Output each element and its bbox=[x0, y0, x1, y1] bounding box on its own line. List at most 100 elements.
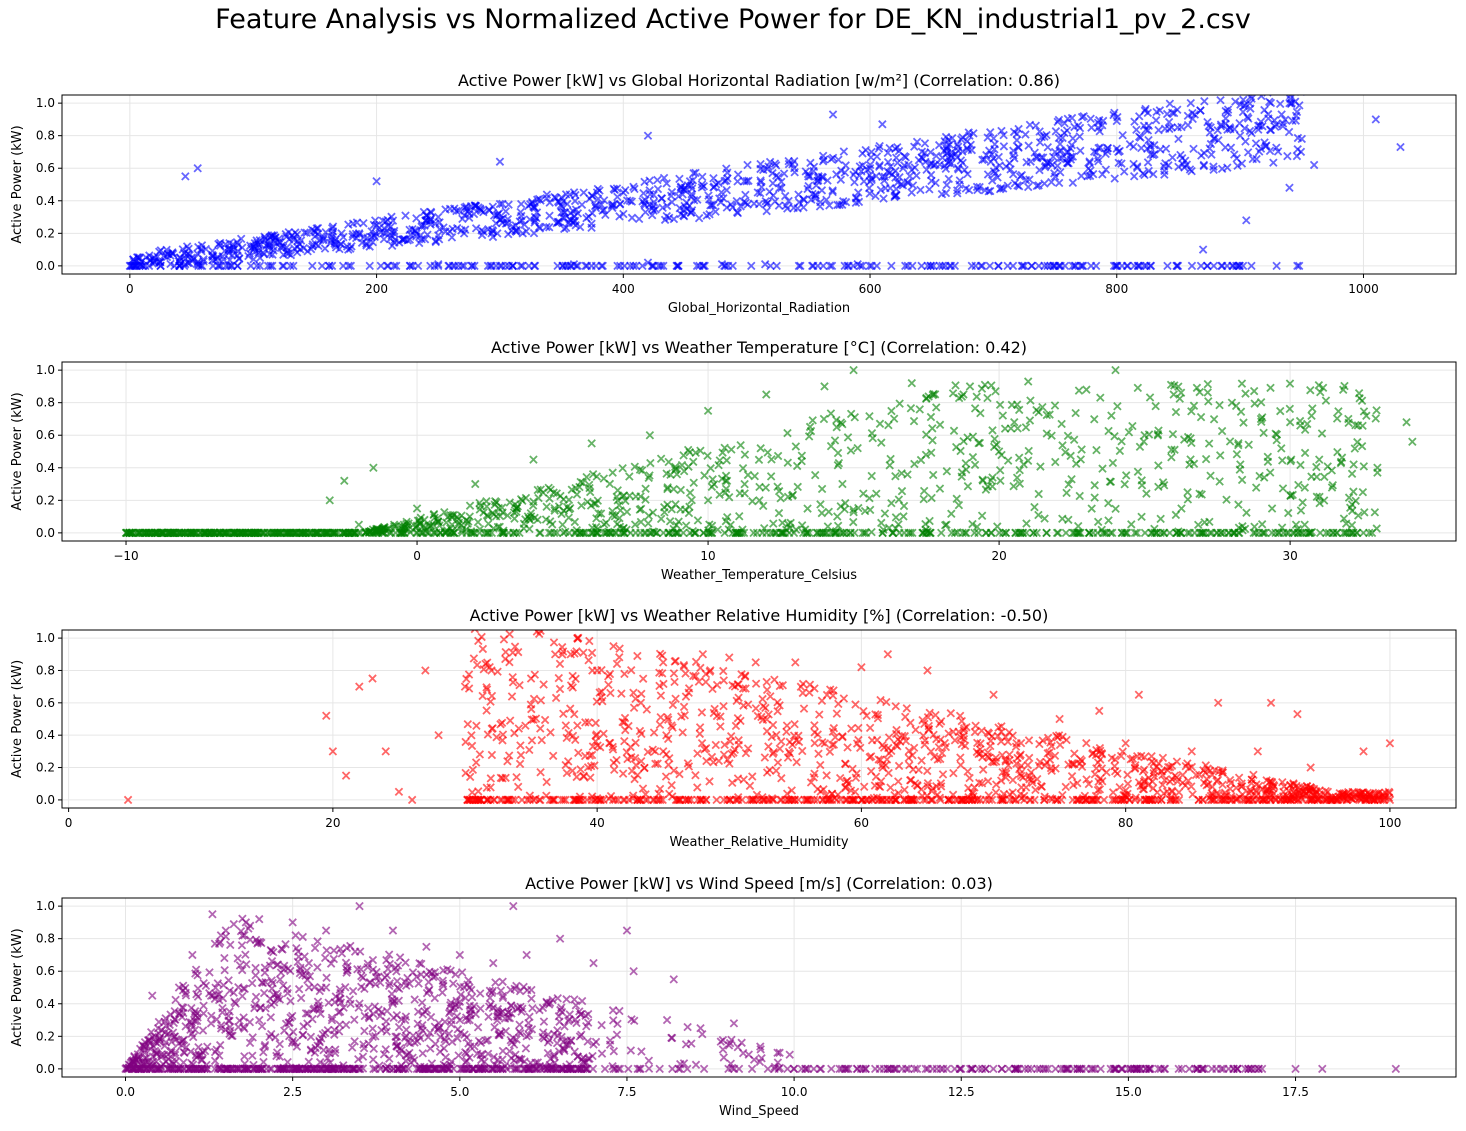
point bbox=[1234, 440, 1243, 450]
point bbox=[515, 759, 525, 769]
point bbox=[637, 689, 646, 699]
point bbox=[982, 150, 991, 160]
point bbox=[570, 196, 580, 206]
point bbox=[899, 512, 908, 521]
point bbox=[917, 785, 926, 794]
point bbox=[1153, 431, 1163, 440]
point bbox=[1196, 261, 1206, 271]
point bbox=[341, 1020, 351, 1030]
point bbox=[1206, 123, 1215, 132]
point bbox=[936, 779, 946, 788]
point bbox=[587, 648, 597, 658]
point bbox=[1216, 95, 1225, 105]
point bbox=[1097, 525, 1106, 535]
point bbox=[1314, 380, 1324, 390]
point bbox=[762, 715, 772, 724]
point bbox=[936, 782, 946, 791]
point bbox=[1119, 167, 1129, 176]
point bbox=[760, 753, 770, 762]
point bbox=[597, 261, 606, 271]
point bbox=[986, 476, 996, 485]
point bbox=[1306, 763, 1315, 772]
point bbox=[1347, 469, 1357, 479]
point bbox=[171, 995, 180, 1005]
point bbox=[935, 484, 945, 493]
point bbox=[698, 172, 707, 182]
point bbox=[1015, 528, 1025, 538]
point bbox=[853, 259, 862, 269]
point bbox=[1149, 758, 1159, 768]
point bbox=[1012, 473, 1022, 483]
y-tick-label: 0.8 bbox=[36, 663, 55, 677]
point bbox=[1012, 738, 1021, 748]
point bbox=[891, 740, 901, 750]
point bbox=[691, 168, 700, 178]
point bbox=[536, 724, 545, 733]
point bbox=[645, 471, 654, 480]
point bbox=[1238, 261, 1248, 271]
point bbox=[743, 744, 753, 753]
point bbox=[850, 787, 860, 797]
point bbox=[590, 201, 600, 211]
point bbox=[1063, 114, 1073, 124]
point bbox=[1243, 795, 1252, 805]
point bbox=[779, 169, 789, 178]
point bbox=[952, 494, 961, 504]
point bbox=[762, 390, 771, 399]
point bbox=[1131, 793, 1140, 802]
point bbox=[515, 217, 524, 226]
point bbox=[1132, 528, 1142, 538]
point bbox=[310, 232, 320, 241]
point bbox=[619, 209, 628, 219]
point bbox=[248, 1033, 257, 1042]
point bbox=[736, 202, 745, 211]
point bbox=[609, 641, 618, 651]
point bbox=[803, 1064, 813, 1074]
point bbox=[1168, 429, 1178, 439]
point bbox=[381, 747, 390, 756]
point bbox=[1037, 153, 1046, 162]
point bbox=[663, 483, 672, 492]
point bbox=[940, 520, 950, 530]
point bbox=[564, 495, 574, 505]
point bbox=[670, 677, 679, 687]
point bbox=[1047, 741, 1056, 751]
point bbox=[925, 708, 934, 718]
point bbox=[1137, 512, 1146, 522]
point bbox=[648, 745, 657, 754]
point bbox=[756, 176, 765, 185]
point bbox=[942, 467, 952, 476]
point bbox=[554, 502, 564, 511]
point bbox=[1022, 528, 1031, 538]
point bbox=[872, 735, 882, 745]
point bbox=[1316, 387, 1325, 397]
point bbox=[712, 680, 722, 690]
point bbox=[683, 1064, 692, 1074]
point bbox=[1091, 791, 1101, 801]
point bbox=[1110, 174, 1119, 183]
point bbox=[659, 679, 668, 689]
point bbox=[1035, 138, 1045, 147]
point bbox=[183, 258, 193, 268]
point bbox=[1149, 169, 1158, 179]
point bbox=[672, 520, 681, 530]
point bbox=[1223, 163, 1232, 172]
point bbox=[1277, 444, 1286, 453]
point bbox=[1242, 508, 1251, 517]
point bbox=[1115, 783, 1124, 792]
point bbox=[1188, 108, 1197, 118]
point bbox=[986, 128, 995, 137]
point bbox=[550, 192, 559, 202]
point bbox=[1177, 122, 1186, 132]
point bbox=[998, 750, 1007, 760]
point bbox=[1066, 451, 1075, 461]
point bbox=[1244, 114, 1253, 123]
point bbox=[719, 666, 728, 676]
x-tick-label: 0 bbox=[65, 816, 73, 830]
point bbox=[1332, 414, 1342, 423]
point bbox=[663, 715, 673, 724]
point bbox=[988, 426, 997, 435]
point bbox=[441, 227, 450, 236]
point bbox=[1110, 795, 1119, 805]
point bbox=[984, 795, 994, 805]
